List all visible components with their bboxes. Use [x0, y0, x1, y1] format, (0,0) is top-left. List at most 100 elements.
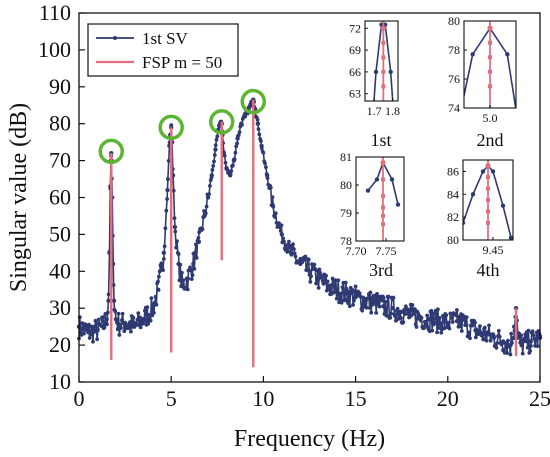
sv-data-point [95, 328, 100, 333]
inset-caption: 2nd [477, 130, 504, 150]
inset-y-tick-label: 74 [448, 101, 460, 115]
sv-trace-marker [497, 334, 502, 339]
sv-data-point [371, 300, 377, 305]
x-tick-label: 5 [166, 386, 177, 411]
sv-trace-marker [287, 239, 291, 244]
sv-trace-marker [347, 304, 352, 309]
sv-trace-marker [482, 325, 487, 330]
inset-sv-point [389, 177, 395, 182]
sv-trace-marker [261, 150, 266, 155]
sv-trace-marker [386, 294, 391, 299]
sv-trace-marker [105, 322, 109, 327]
inset-fsp-point [488, 40, 492, 45]
inset-y-tick-label: 80 [447, 233, 459, 247]
sv-trace-marker [368, 290, 373, 295]
inset-fsp-point [486, 220, 490, 225]
sv-trace-marker [524, 339, 528, 344]
sv-data-point [399, 309, 404, 315]
sv-trace-marker [116, 311, 121, 316]
sv-trace-marker [505, 351, 509, 355]
sv-trace-marker [281, 236, 286, 241]
sv-trace-marker [200, 227, 205, 231]
sv-trace-marker [431, 311, 435, 316]
sv-trace-marker [381, 296, 386, 300]
y-tick-label: 100 [38, 37, 71, 62]
inset-sv-point [508, 235, 513, 240]
sv-trace-marker [531, 333, 536, 337]
inset-y-tick-label: 78 [340, 234, 352, 248]
sv-data-point [185, 276, 190, 281]
legend-swatch-sv-marker [113, 36, 117, 40]
sv-trace-marker [468, 336, 472, 341]
sv-trace-marker [189, 277, 194, 281]
sv-trace-marker [435, 330, 439, 335]
sv-trace-marker [255, 117, 260, 122]
sv-trace-marker [204, 204, 209, 209]
sv-trace-marker [436, 326, 441, 330]
sv-trace-marker [207, 192, 212, 196]
sv-data-point [209, 173, 214, 178]
sv-trace-marker [177, 278, 182, 283]
sv-data-point [445, 320, 450, 326]
sv-data-point [491, 335, 497, 340]
sv-trace-marker [423, 320, 428, 325]
sv-data-point [111, 298, 117, 304]
sv-trace-marker [166, 177, 170, 182]
sv-trace-marker [461, 318, 466, 322]
sv-trace-marker [397, 313, 402, 317]
sv-trace-marker [197, 230, 202, 235]
sv-trace-marker [153, 294, 158, 299]
inset-plot-area [463, 160, 513, 240]
sv-trace-marker [343, 280, 348, 285]
inset-2nd: 74 76 78 80 5.0 2nd [448, 14, 517, 150]
sv-trace-marker [436, 307, 440, 312]
sv-trace-marker [235, 141, 240, 146]
sv-data-point [228, 173, 233, 178]
sv-trace-marker [165, 197, 170, 201]
y-tick-label: 30 [49, 295, 71, 320]
sv-trace-marker [181, 278, 186, 282]
sv-trace-marker [161, 257, 166, 261]
inset-y-tick-label: 84 [447, 187, 459, 201]
sv-trace-marker [476, 332, 481, 337]
inset-sv-point [365, 188, 371, 193]
sv-trace-marker [212, 159, 216, 164]
sv-trace-marker [117, 333, 122, 337]
sv-data-point [235, 136, 240, 141]
sv-data-point [390, 306, 395, 311]
sv-trace-marker [458, 324, 462, 329]
inset-sv-point [490, 169, 496, 174]
sv-trace-marker [372, 297, 377, 301]
sv-trace-marker [188, 265, 193, 270]
y-tick-label: 50 [49, 221, 71, 246]
sv-data-point [298, 261, 303, 267]
inset-sv-point [394, 150, 398, 154]
sv-trace-marker [535, 344, 540, 348]
sv-trace-marker [316, 286, 321, 290]
sv-trace-marker [231, 163, 235, 168]
sv-trace-marker [385, 314, 389, 318]
sv-trace-marker [214, 137, 219, 142]
inset-sv-point [453, 135, 457, 139]
sv-trace-marker [278, 229, 283, 233]
sv-trace-marker [309, 274, 313, 279]
inset-fsp-point [381, 69, 386, 74]
inset-fsp-point [486, 198, 490, 202]
sv-trace-marker [156, 279, 160, 284]
sv-trace-marker [352, 298, 356, 303]
sv-trace-marker [131, 315, 136, 320]
sv-trace-marker [152, 310, 156, 315]
sv-trace-marker [176, 252, 181, 256]
inset-y-tick-label: 80 [340, 178, 352, 192]
y-tick-label: 70 [49, 148, 71, 173]
sv-trace-marker [413, 307, 417, 312]
sv-trace-marker [375, 292, 379, 296]
sv-trace-marker [459, 329, 464, 333]
sv-trace-marker [346, 301, 351, 306]
sv-trace-marker [447, 326, 452, 331]
sv-trace-marker [478, 324, 482, 329]
sv-trace-marker [473, 320, 477, 325]
sv-data-point [427, 317, 432, 322]
sv-trace-marker [145, 305, 150, 310]
sv-trace-marker [410, 303, 415, 307]
